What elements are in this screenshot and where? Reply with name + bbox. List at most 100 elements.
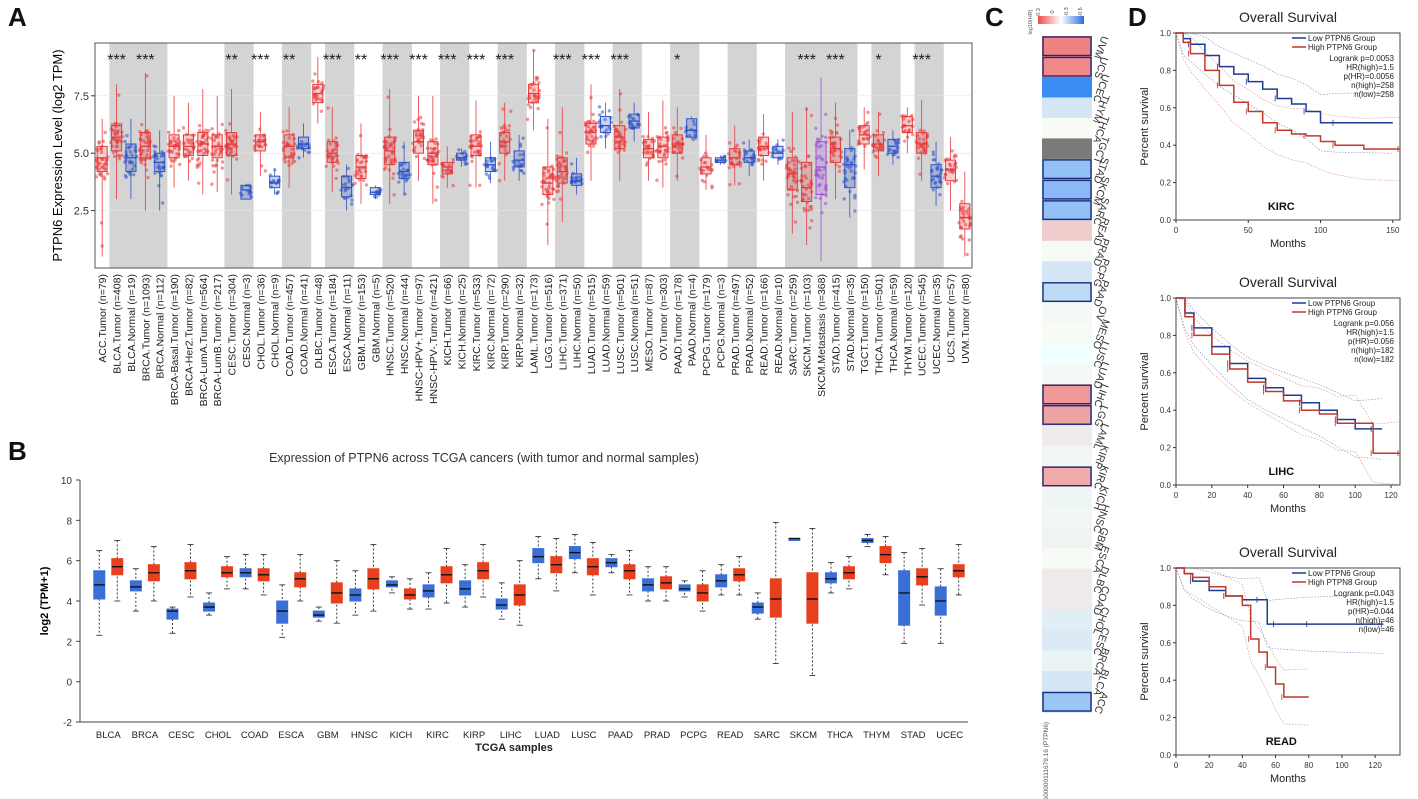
- jitter-point: [499, 126, 504, 130]
- jitter-point: [212, 138, 216, 143]
- jitter-point: [195, 158, 200, 162]
- jitter-point: [397, 180, 401, 184]
- box: [139, 132, 151, 159]
- jitter-point: [430, 155, 434, 159]
- box: [542, 166, 554, 196]
- jitter-point: [558, 130, 562, 135]
- jitter-point: [401, 145, 406, 149]
- x-tick-label: 0: [1174, 761, 1179, 770]
- jitter-point: [833, 148, 837, 153]
- jitter-point: [328, 142, 332, 146]
- jitter-point: [787, 160, 791, 165]
- jitter-point: [664, 162, 668, 166]
- box: [806, 572, 819, 624]
- significance-marker: *: [674, 52, 680, 69]
- box: [403, 588, 416, 600]
- jitter-point: [629, 122, 633, 127]
- panel-d-km-lihc: Overall Survival 0.0 0.2 0.4 0.6 0.8 1.0 0 20 40 6…: [1139, 274, 1401, 515]
- jitter-point: [125, 133, 129, 138]
- jitter-point: [672, 136, 676, 141]
- jitter-point: [616, 150, 620, 155]
- jitter-point: [157, 163, 161, 168]
- jitter-point: [817, 184, 821, 188]
- y-tick-label: -2: [63, 718, 72, 729]
- jitter-point: [172, 146, 177, 151]
- jitter-point: [172, 139, 176, 143]
- jitter-point: [960, 237, 965, 241]
- jitter-point: [347, 177, 351, 182]
- y-tick-label: 1.0: [1160, 564, 1172, 573]
- box: [254, 134, 266, 152]
- shade-band: [741, 43, 757, 268]
- x-category-label: BRCA.Tumor (n=1093): [140, 274, 152, 381]
- x-category-label: UCEC.Normal (n=35): [931, 274, 943, 374]
- box: [499, 132, 511, 154]
- jitter-point: [902, 139, 907, 143]
- significance-outline: [1042, 282, 1092, 303]
- x-category-label: DLBC.Tumor (n=48): [313, 274, 325, 368]
- box: [297, 136, 309, 150]
- jitter-point: [353, 181, 357, 186]
- x-category-label: SARC.Tumor (n=259): [787, 274, 799, 375]
- legend-colorbar: [1038, 16, 1084, 24]
- jitter-point: [846, 158, 850, 163]
- jitter-point: [441, 163, 446, 167]
- jitter-point: [263, 169, 268, 173]
- jitter-point: [285, 129, 289, 133]
- confidence-band: [1175, 297, 1401, 486]
- jitter-point: [762, 146, 766, 150]
- jitter-point: [635, 122, 640, 126]
- x-tick-label: 0: [1174, 226, 1179, 235]
- heatmap-cell: [1042, 527, 1092, 549]
- stats-label: p(HR)=0.056: [1348, 337, 1395, 346]
- jitter-point: [702, 161, 706, 165]
- x-category-label: SARC: [754, 730, 781, 741]
- x-category-label: THCA.Normal (n=59): [888, 274, 900, 373]
- jitter-point: [224, 128, 228, 133]
- shade-band: [727, 43, 743, 268]
- jitter-point: [741, 141, 746, 145]
- stats-label: HR(high)=1.5: [1346, 598, 1394, 607]
- jitter-point: [198, 123, 202, 128]
- jitter-point: [809, 207, 814, 211]
- jitter-point: [815, 137, 820, 141]
- legend-label: High PTPN6 Group: [1308, 43, 1377, 52]
- x-category-label: KIRC.Normal (n=72): [485, 274, 497, 369]
- jitter-point: [737, 182, 741, 186]
- y-tick-label: 0.8: [1160, 66, 1172, 75]
- jitter-point: [710, 186, 714, 190]
- x-axis-label: Months: [1270, 503, 1307, 515]
- jitter-point: [213, 164, 218, 168]
- x-category-label: HNSC-HPV-.Tumor (n=421): [428, 274, 440, 404]
- jitter-point: [349, 202, 354, 206]
- jitter-point: [791, 174, 795, 178]
- jitter-point: [701, 154, 706, 158]
- confidence-band: [1176, 32, 1393, 95]
- jitter-point: [229, 150, 234, 154]
- jitter-point: [809, 204, 814, 209]
- x-category-label: BRCA-Her2.Tumor (n=82): [183, 274, 195, 396]
- jitter-point: [561, 178, 565, 183]
- jitter-point: [210, 182, 214, 186]
- y-tick-label: 0.0: [1160, 216, 1172, 225]
- box: [111, 125, 123, 152]
- jitter-point: [153, 171, 157, 175]
- heatmap-cell: [1042, 199, 1092, 221]
- jitter-point: [198, 161, 202, 165]
- y-tick-label: 0.4: [1160, 676, 1172, 685]
- confidence-band: [1175, 567, 1309, 726]
- x-category-label: ESCA.Tumor (n=184): [327, 274, 339, 375]
- jitter-point: [535, 76, 540, 80]
- jitter-point: [680, 156, 685, 160]
- jitter-point: [489, 159, 493, 163]
- x-tick-label: 120: [1368, 761, 1382, 770]
- jitter-point: [691, 119, 696, 123]
- jitter-point: [650, 139, 654, 144]
- heatmap-cell: [1042, 138, 1092, 160]
- jitter-point: [528, 86, 533, 90]
- jitter-point: [157, 166, 162, 171]
- jitter-point: [146, 134, 150, 138]
- legend-title: log10(HR): [1028, 9, 1034, 34]
- jitter-point: [618, 133, 623, 138]
- cancer-type-label: LIHC: [1268, 466, 1294, 478]
